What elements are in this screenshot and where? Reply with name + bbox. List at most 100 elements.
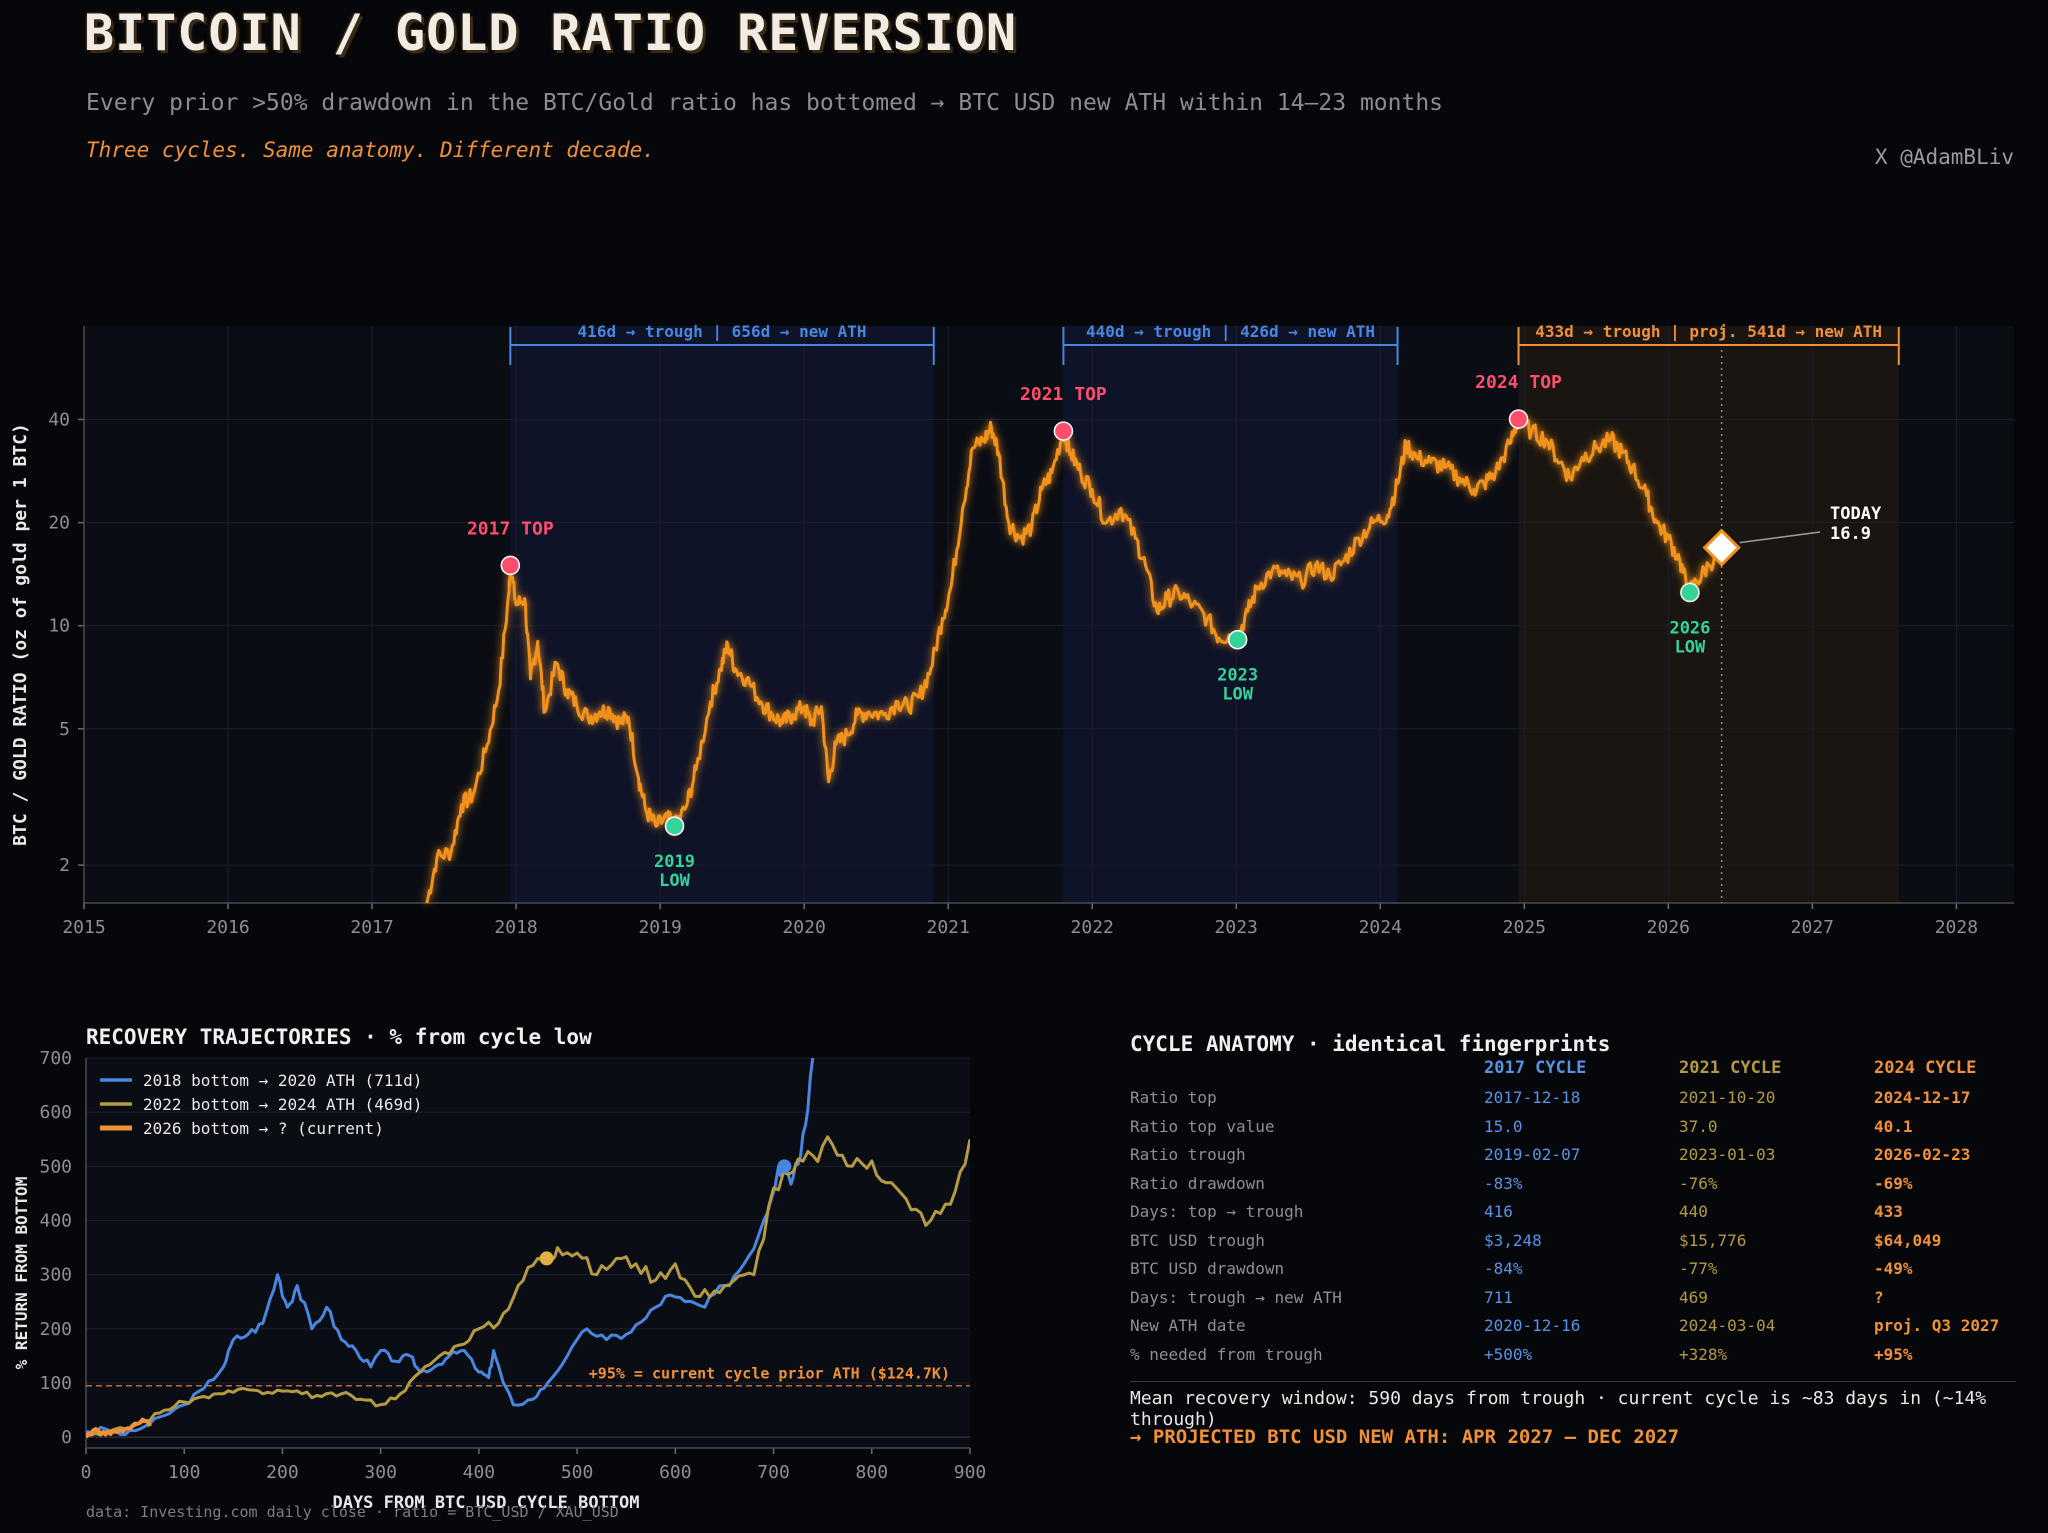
anatomy-row-label: BTC USD trough (1130, 1230, 1265, 1250)
x-tick-label: 2024 (1359, 917, 1402, 938)
tagline: Three cycles. Same anatomy. Different de… (86, 138, 655, 162)
x-tick-label: 2017 (350, 917, 393, 938)
x-tick-label: 700 (757, 1462, 790, 1483)
anatomy-cell: 2020-12-16 (1484, 1316, 1581, 1335)
low-label: 2026 (1669, 619, 1710, 639)
series-line-0 (86, 1058, 815, 1436)
mean-recovery-note: Mean recovery window: 590 days from trou… (1130, 1388, 1987, 1430)
data-source-note: data: Investing.com daily close · ratio … (86, 1503, 619, 1521)
anatomy-row-label: BTC USD drawdown (1130, 1259, 1285, 1278)
cycle-end-marker (777, 1159, 792, 1174)
low-marker (1680, 582, 1700, 603)
anatomy-row-label: Ratio trough (1130, 1145, 1246, 1164)
bracket-label: 433d → trough | proj. 541d → new ATH (1535, 322, 1882, 342)
anatomy-cell: 416 (1484, 1202, 1513, 1221)
x-tick-label: 2026 (1647, 917, 1690, 938)
x-tick-label: 2021 (926, 917, 969, 938)
anatomy-cell: 469 (1679, 1287, 1708, 1307)
anatomy-cell: 2023-01-03 (1679, 1145, 1776, 1164)
low-sublabel: LOW (1675, 638, 1706, 658)
top-label: 2021 TOP (1020, 384, 1107, 405)
anatomy-cell: 2019-02-07 (1484, 1145, 1581, 1164)
bracket-label: 440d → trough | 426d → new ATH (1086, 322, 1375, 342)
x-tick-label: 100 (168, 1462, 201, 1483)
low-sublabel: LOW (659, 871, 690, 891)
top-marker (1508, 409, 1529, 429)
x-tick-label: 300 (364, 1462, 397, 1483)
ratio-line (425, 416, 1723, 904)
x-tick-label: 2019 (638, 917, 681, 938)
series-line-1 (86, 1135, 970, 1437)
anatomy-cell: 37.0 (1679, 1116, 1718, 1136)
recovery-chart-title: RECOVERY TRAJECTORIES · % from cycle low (86, 1025, 592, 1049)
low-marker (1227, 629, 1248, 650)
plot-background (86, 1058, 970, 1448)
top-label: 2017 TOP (467, 518, 554, 539)
anatomy-column-header: 2021 CYCLE (1679, 1058, 1782, 1078)
y-tick-label: 600 (39, 1102, 72, 1123)
x-tick-label: 900 (954, 1462, 987, 1483)
y-tick-label: 700 (39, 1048, 72, 1069)
anatomy-row-label: New ATH date (1130, 1316, 1246, 1335)
anatomy-row-label: Ratio top (1130, 1088, 1217, 1107)
series-line-2 (86, 1417, 152, 1439)
anatomy-title: CYCLE ANATOMY · identical fingerprints (1130, 1032, 1611, 1056)
anatomy-row-label: Days: trough → new ATH (1130, 1287, 1342, 1307)
bracket-label: 416d → trough | 656d → new ATH (578, 322, 867, 342)
x-tick-label: 2018 (494, 917, 537, 938)
y-tick-label: 10 (48, 616, 70, 637)
anatomy-cell: proj. Q3 2027 (1874, 1316, 2000, 1335)
y-tick-label: 40 (48, 409, 70, 430)
x-tick-label: 500 (561, 1462, 594, 1483)
cycle-shade-2 (1518, 326, 1899, 903)
anatomy-cell: $64,049 (1874, 1230, 1942, 1250)
anatomy-cell: $15,776 (1679, 1230, 1747, 1250)
low-marker (664, 816, 685, 836)
y-axis-label: BTC / GOLD RATIO (oz of gold per 1 BTC) (10, 423, 31, 846)
x-tick-label: 2015 (62, 917, 105, 938)
recovery-chart: 0 100 200 300 400 500 600 700 0 100 200 300 400 500 60… (12, 1048, 987, 1513)
top-label: 2024 TOP (1475, 372, 1562, 393)
anatomy-cell: 2026-02-23 (1874, 1145, 1971, 1164)
anatomy-cell: 2024-03-04 (1679, 1316, 1776, 1335)
anatomy-cell: +500% (1484, 1344, 1533, 1364)
anatomy-cell: -77% (1679, 1259, 1718, 1278)
x-tick-label: 200 (266, 1462, 299, 1483)
y-tick-label: 5 (59, 719, 70, 740)
anatomy-cell: -69% (1874, 1173, 1913, 1193)
x-tick-label: 600 (659, 1462, 692, 1483)
anatomy-cell: -84% (1484, 1259, 1523, 1278)
today-marker (1702, 528, 1741, 567)
anatomy-cell: $3,248 (1484, 1230, 1542, 1250)
top-marker (500, 555, 521, 576)
anatomy-divider (1130, 1381, 2016, 1382)
low-label: 2019 (654, 852, 695, 872)
x-tick-label: 800 (856, 1462, 889, 1483)
anatomy-cell: 2024-12-17 (1874, 1088, 1971, 1107)
y-tick-label: 100 (39, 1373, 72, 1394)
y-tick-label: 300 (39, 1265, 72, 1286)
y-tick-label: 20 (48, 513, 70, 534)
x-tick-label: 2025 (1503, 917, 1546, 938)
anatomy-cell: ? (1874, 1287, 1884, 1307)
anatomy-cell: 433 (1874, 1202, 1903, 1221)
y-tick-label: 200 (39, 1319, 72, 1340)
anatomy-cell: +328% (1679, 1344, 1728, 1364)
anatomy-row-label: Ratio drawdown (1130, 1173, 1265, 1193)
today-label: TODAY (1830, 504, 1882, 524)
anatomy-row-label: % needed from trough (1130, 1344, 1323, 1364)
top-marker (1053, 421, 1074, 441)
anatomy-row-label: Ratio top value (1130, 1116, 1275, 1136)
x-tick-label: 0 (81, 1462, 92, 1483)
page-subtitle: Every prior >50% drawdown in the BTC/Gol… (86, 90, 1444, 116)
x-tick-label: 400 (463, 1462, 496, 1483)
page-title: BITCOIN / GOLD RATIO REVERSION (84, 4, 1018, 62)
low-sublabel: LOW (1222, 685, 1253, 705)
anatomy-cell: -76% (1679, 1173, 1718, 1193)
x-tick-label: 2028 (1935, 917, 1978, 938)
anatomy-column-header: 2024 CYCLE (1874, 1058, 1977, 1078)
anatomy-cell: 711 (1484, 1287, 1513, 1307)
x-tick-label: 2020 (782, 917, 825, 938)
anatomy-cell: -49% (1874, 1259, 1913, 1278)
anatomy-cell: 2021-10-20 (1679, 1088, 1776, 1107)
